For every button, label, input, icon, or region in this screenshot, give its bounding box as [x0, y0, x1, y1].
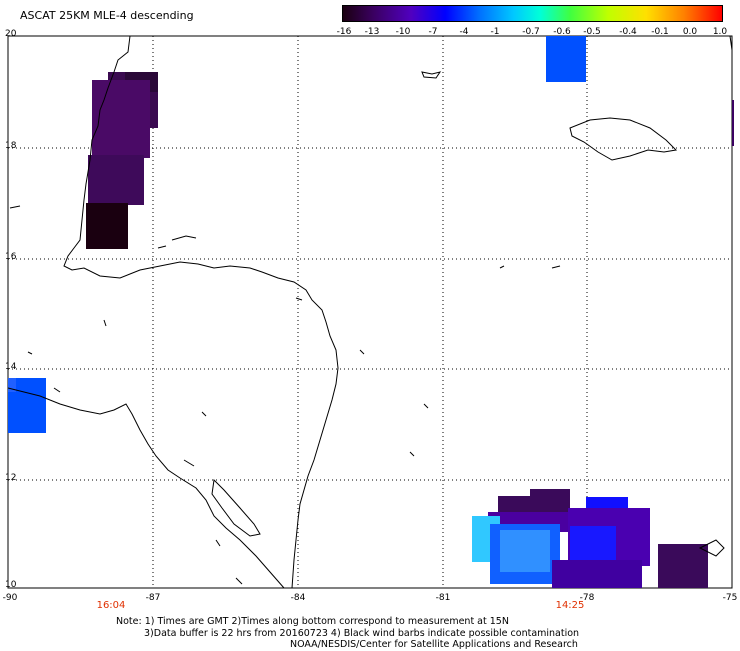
lat-label: 14 [5, 362, 17, 372]
scatterometer-swath-blue [8, 36, 586, 433]
colorbar-label: -0.4 [619, 27, 637, 37]
note-line-3: NOAA/NESDIS/Center for Satellite Applica… [290, 639, 578, 650]
colorbar-label: -16 [336, 27, 352, 37]
pass-time-east: 14:25 [555, 600, 585, 611]
colorbar-labels: -16 -13 -10 -7 -4 -1 -0.7 -0.6 -0.5 -0.4… [330, 27, 740, 39]
colorbar-label: -4 [459, 27, 469, 37]
lat-label: 20 [5, 29, 17, 39]
note-line-1: Note: 1) Times are GMT 2)Times along bot… [116, 616, 509, 627]
map-frame [7, 35, 733, 589]
scatterometer-swath-southeast [472, 489, 708, 588]
lon-label: -87 [145, 593, 161, 603]
colorbar-label: 1.0 [712, 27, 728, 37]
lon-label: -75 [722, 593, 738, 603]
lon-label: -84 [290, 593, 306, 603]
colorbar-label: -0.5 [583, 27, 601, 37]
lat-label: 18 [5, 141, 17, 151]
note-line-2: 3)Data buffer is 22 hrs from 20160723 4)… [144, 628, 580, 639]
scatterometer-swath-west [86, 72, 734, 249]
lon-label: -78 [579, 593, 595, 603]
graticule [8, 36, 732, 588]
colorbar-label: -7 [428, 27, 438, 37]
map-title: ASCAT 25KM MLE-4 descending [20, 9, 194, 22]
colorbar-label: 0.0 [682, 27, 698, 37]
pass-time-west: 16:04 [96, 600, 126, 611]
colorbar-label: -0.7 [522, 27, 540, 37]
lat-label: 16 [5, 252, 17, 262]
colorbar-label: -13 [364, 27, 380, 37]
colorbar-label: -1 [490, 27, 500, 37]
colorbar-label: -10 [395, 27, 411, 37]
colorbar-label: -0.1 [651, 27, 669, 37]
lon-label: -90 [2, 593, 18, 603]
lon-label: -81 [435, 593, 451, 603]
colorbar-label: -0.6 [553, 27, 571, 37]
lat-label: 10 [5, 580, 17, 590]
coastlines [7, 35, 733, 589]
colorbar [342, 5, 723, 22]
lat-label: 12 [5, 473, 17, 483]
